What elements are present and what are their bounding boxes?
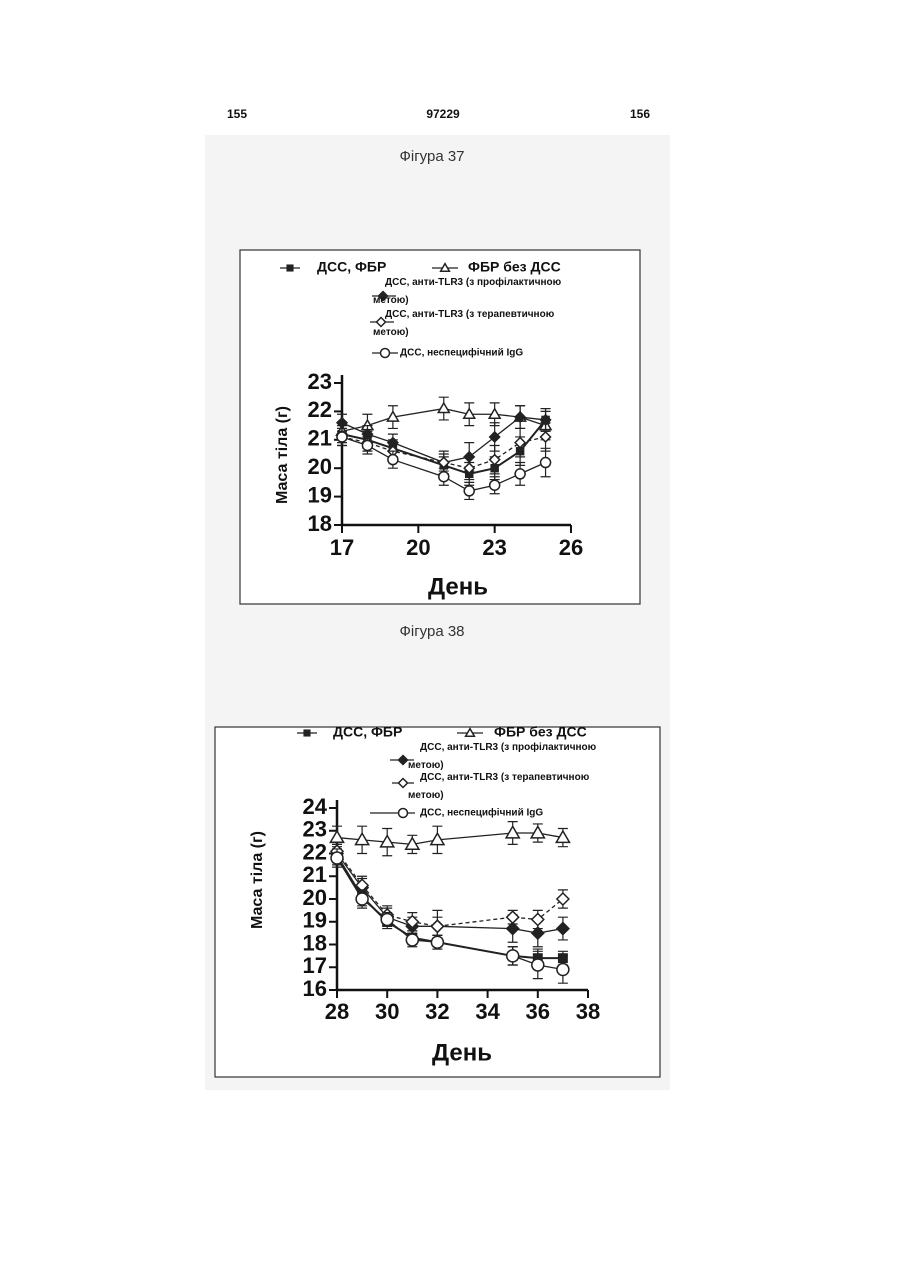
figure-caption: Фігура 38 [399, 623, 464, 640]
marker-circle [337, 432, 347, 442]
marker-circle [431, 936, 443, 948]
y-tick-label: 18 [303, 930, 327, 955]
page-number-left: 155 [227, 107, 247, 121]
marker-square [304, 730, 310, 736]
x-tick-label: 34 [475, 999, 500, 1024]
marker-circle [507, 950, 519, 962]
marker-circle [490, 480, 500, 490]
marker-circle [356, 893, 368, 905]
y-tick-label: 23 [308, 369, 332, 394]
marker-circle [399, 809, 408, 818]
marker-square [287, 265, 293, 271]
y-tick-label: 17 [303, 953, 327, 978]
y-tick-label: 20 [303, 885, 327, 910]
y-tick-label: 22 [303, 839, 327, 864]
legend-label: ДСС, анти-TLR3 (з терапевтичною метою) [373, 306, 563, 342]
marker-circle [515, 469, 525, 479]
y-tick-label: 23 [303, 817, 327, 842]
legend-label: ДСС, неспецифічний IgG [420, 807, 543, 819]
marker-circle [381, 349, 390, 358]
marker-circle [388, 455, 398, 465]
x-tick-label: 30 [375, 999, 399, 1024]
x-tick-label: 38 [576, 999, 600, 1024]
y-tick-label: 18 [308, 511, 332, 536]
marker-circle [439, 472, 449, 482]
page-number-right: 156 [630, 107, 650, 121]
legend-label: ДСС, ФБР [333, 724, 402, 740]
y-tick-label: 22 [308, 397, 332, 422]
x-tick-label: 28 [325, 999, 349, 1024]
legend-label: ДСС, анти-TLR3 (з терапевтичною метою) [408, 769, 598, 805]
y-tick-label: 24 [303, 794, 328, 819]
x-tick-label: 32 [425, 999, 449, 1024]
x-tick-label: 26 [559, 535, 583, 560]
y-tick-label: 21 [308, 426, 332, 451]
figure-caption: Фігура 37 [399, 148, 464, 165]
x-axis-label: День [432, 1039, 492, 1066]
legend-label: ДСС, неспецифічний IgG [400, 347, 523, 359]
marker-circle [362, 440, 372, 450]
x-tick-label: 23 [482, 535, 506, 560]
marker-circle [557, 964, 569, 976]
legend-label: ФБР без ДСС [494, 724, 587, 740]
marker-circle [464, 486, 474, 496]
page: 155 97229 156 Фігура 3718192021222317202… [0, 0, 901, 1273]
marker-circle [541, 458, 551, 468]
y-tick-label: 21 [303, 862, 327, 887]
legend-label: ДСС, ФБР [317, 259, 386, 275]
y-tick-label: 20 [308, 454, 332, 479]
y-tick-label: 19 [308, 482, 332, 507]
x-tick-label: 17 [330, 535, 354, 560]
x-axis-label: День [428, 573, 488, 600]
y-tick-label: 16 [303, 976, 327, 1001]
marker-circle [406, 934, 418, 946]
y-tick-label: 19 [303, 908, 327, 933]
marker-circle [331, 852, 343, 864]
x-tick-label: 36 [526, 999, 550, 1024]
legend-label: ФБР без ДСС [468, 259, 561, 275]
page-canvas: 155 97229 156 Фігура 3718192021222317202… [0, 0, 901, 1273]
marker-circle [532, 959, 544, 971]
legend-label: ДСС, анти-TLR3 (з профілактичною метою) [373, 274, 563, 310]
marker-circle [381, 913, 393, 925]
y-axis-label: Маса тіла (г) [249, 831, 266, 929]
y-axis-label: Маса тіла (г) [274, 406, 291, 504]
patent-number: 97229 [426, 107, 460, 121]
x-tick-label: 20 [406, 535, 430, 560]
